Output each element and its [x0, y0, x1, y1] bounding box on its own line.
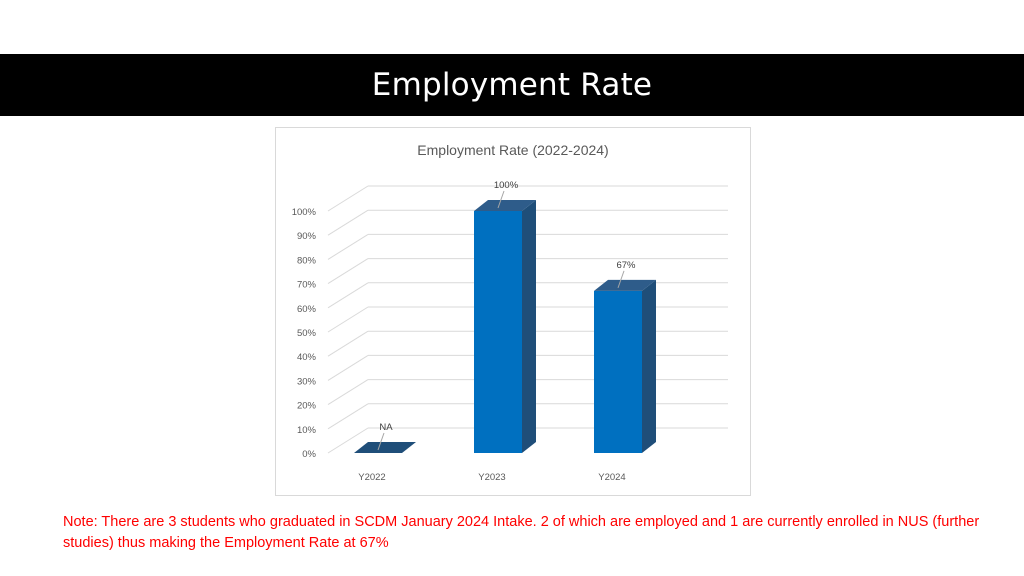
chart-container: Employment Rate (2022-2024) 0% 10% 20% 30% 4…: [275, 127, 751, 496]
x-tick-label: Y2024: [598, 472, 625, 483]
data-label: NA: [379, 422, 393, 433]
x-tick-label: Y2023: [478, 472, 505, 483]
gridline-depth: [327, 185, 369, 212]
gridline-depth: [327, 379, 369, 406]
gridline-depth: [327, 403, 369, 430]
data-label-leader: [617, 270, 625, 289]
gridline-depth: [327, 209, 369, 236]
gridline-depth: [327, 233, 369, 260]
y-tick-label: 10%: [297, 425, 317, 436]
employment-rate-chart: Employment Rate (2022-2024) 0% 10% 20% 30% 4…: [292, 142, 728, 483]
x-tick-label: Y2022: [358, 472, 385, 483]
bar-top: [474, 200, 536, 211]
y-tick-label: 20%: [297, 401, 317, 412]
y-tick-label: 70%: [297, 280, 317, 291]
y-tick-label: 80%: [297, 255, 317, 266]
data-label: 100%: [494, 180, 519, 191]
title-band: Employment Rate: [0, 54, 1024, 116]
bar-top: [354, 442, 416, 453]
y-tick-label: 90%: [297, 231, 317, 242]
bar-top: [594, 279, 656, 291]
y-tick-label: 60%: [297, 304, 317, 315]
gridline-depth: [327, 306, 369, 333]
data-label: 67%: [616, 260, 636, 271]
y-tick-label: 30%: [297, 376, 317, 387]
footnote: Note: There are 3 students who graduated…: [63, 514, 980, 551]
gridline-depth: [327, 282, 369, 309]
bar-side: [642, 279, 656, 453]
data-label-leader: [497, 190, 505, 209]
y-tick-label: 0%: [302, 449, 316, 460]
gridline-depth: [327, 258, 369, 285]
y-tick-label: 40%: [297, 352, 317, 363]
y-tick-label: 100%: [292, 207, 317, 218]
y-tick-label: 50%: [297, 328, 317, 339]
bar-y2023: [474, 211, 522, 453]
gridline-depth: [327, 330, 369, 357]
bar-side: [522, 200, 536, 453]
gridline-depth: [327, 427, 369, 454]
data-label-leader: [377, 432, 385, 451]
gridline-depth: [327, 354, 369, 381]
slide-title: Employment Rate: [371, 67, 653, 103]
bar-y2024: [594, 290, 642, 453]
chart-title: Employment Rate (2022-2024): [417, 142, 608, 158]
